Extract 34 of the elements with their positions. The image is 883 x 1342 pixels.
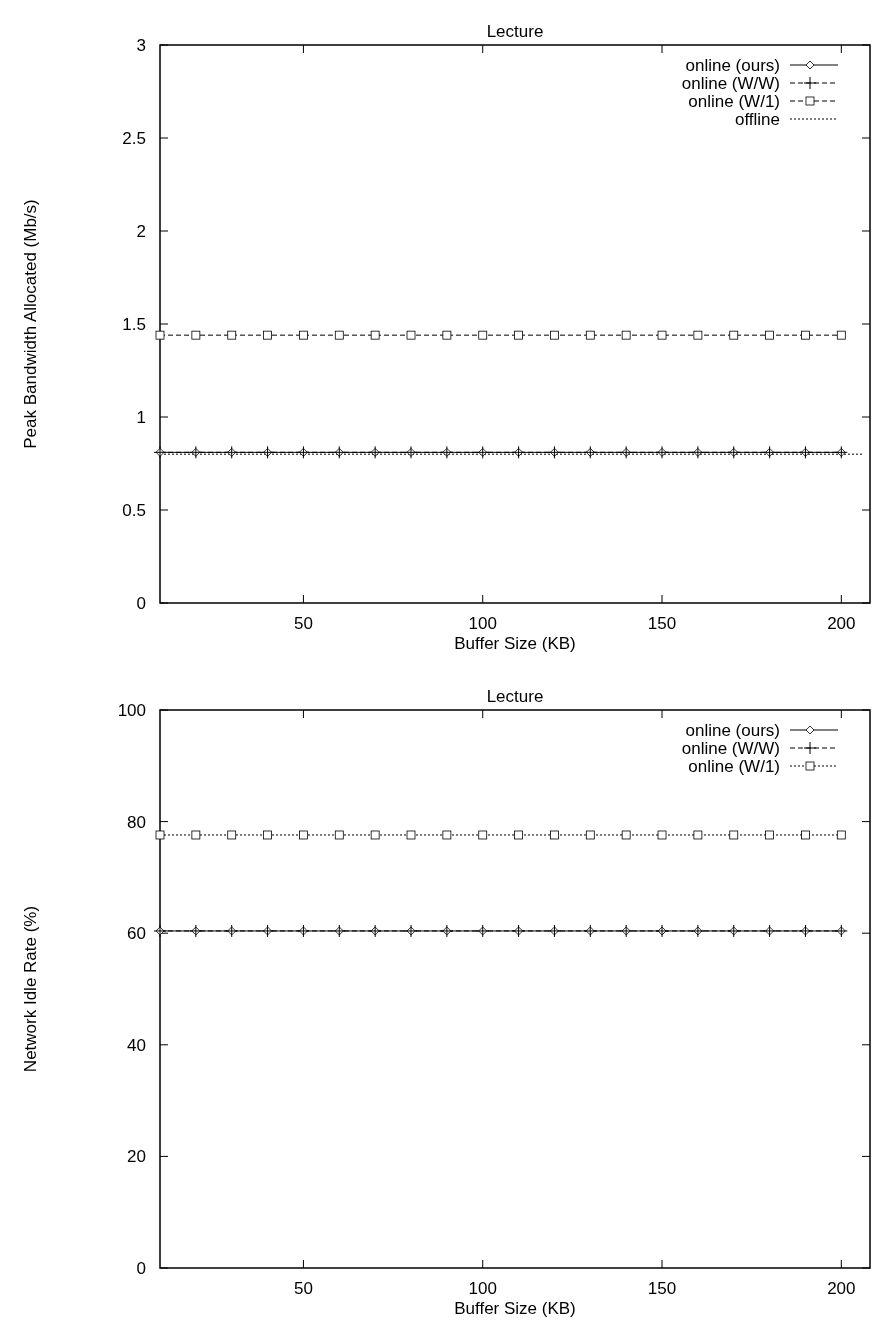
y-tick-label: 0.5 <box>122 500 146 520</box>
x-tick-label: 100 <box>468 1279 497 1298</box>
y-tick-label: 1.5 <box>122 314 146 334</box>
x-tick-label: 200 <box>827 614 856 633</box>
x-axis-title: Buffer Size (KB) <box>454 1299 576 1318</box>
legend-label: online (W/1) <box>688 91 780 111</box>
y-tick-label: 100 <box>117 700 146 720</box>
x-tick-label: 50 <box>293 614 313 633</box>
x-tick-label: 150 <box>647 614 677 633</box>
y-tick-label: 0 <box>136 593 146 613</box>
legend-label: offline <box>734 109 780 129</box>
x-tick-label: 150 <box>647 1279 677 1298</box>
y-tick-label: 3 <box>136 35 146 55</box>
y-tick-label: 80 <box>127 812 146 832</box>
y-tick-label: 1 <box>136 407 146 427</box>
x-tick-label: 200 <box>827 1279 856 1298</box>
x-tick-label: 50 <box>293 1279 313 1298</box>
legend-label: online (W/1) <box>688 756 780 776</box>
chart-title: Lecture <box>486 687 544 706</box>
y-tick-label: 40 <box>127 1035 146 1055</box>
chart-title: Lecture <box>486 22 544 41</box>
legend-label: online (W/W) <box>681 738 780 758</box>
legend-label: online (ours) <box>685 720 780 740</box>
y-tick-label: 2 <box>136 221 146 241</box>
x-tick-label: 100 <box>468 614 497 633</box>
legend-label: online (W/W) <box>681 73 780 93</box>
y-tick-label: 2.5 <box>122 128 146 148</box>
y-tick-label: 0 <box>136 1258 146 1278</box>
legend-label: online (ours) <box>685 55 780 75</box>
y-axis-title: Network Idle Rate (%) <box>21 905 40 1073</box>
y-tick-label: 20 <box>127 1147 146 1167</box>
y-tick-label: 60 <box>127 924 146 944</box>
x-axis-title: Buffer Size (KB) <box>454 634 576 653</box>
y-axis-title: Peak Bandwidth Allocated (Mb/s) <box>21 199 40 449</box>
